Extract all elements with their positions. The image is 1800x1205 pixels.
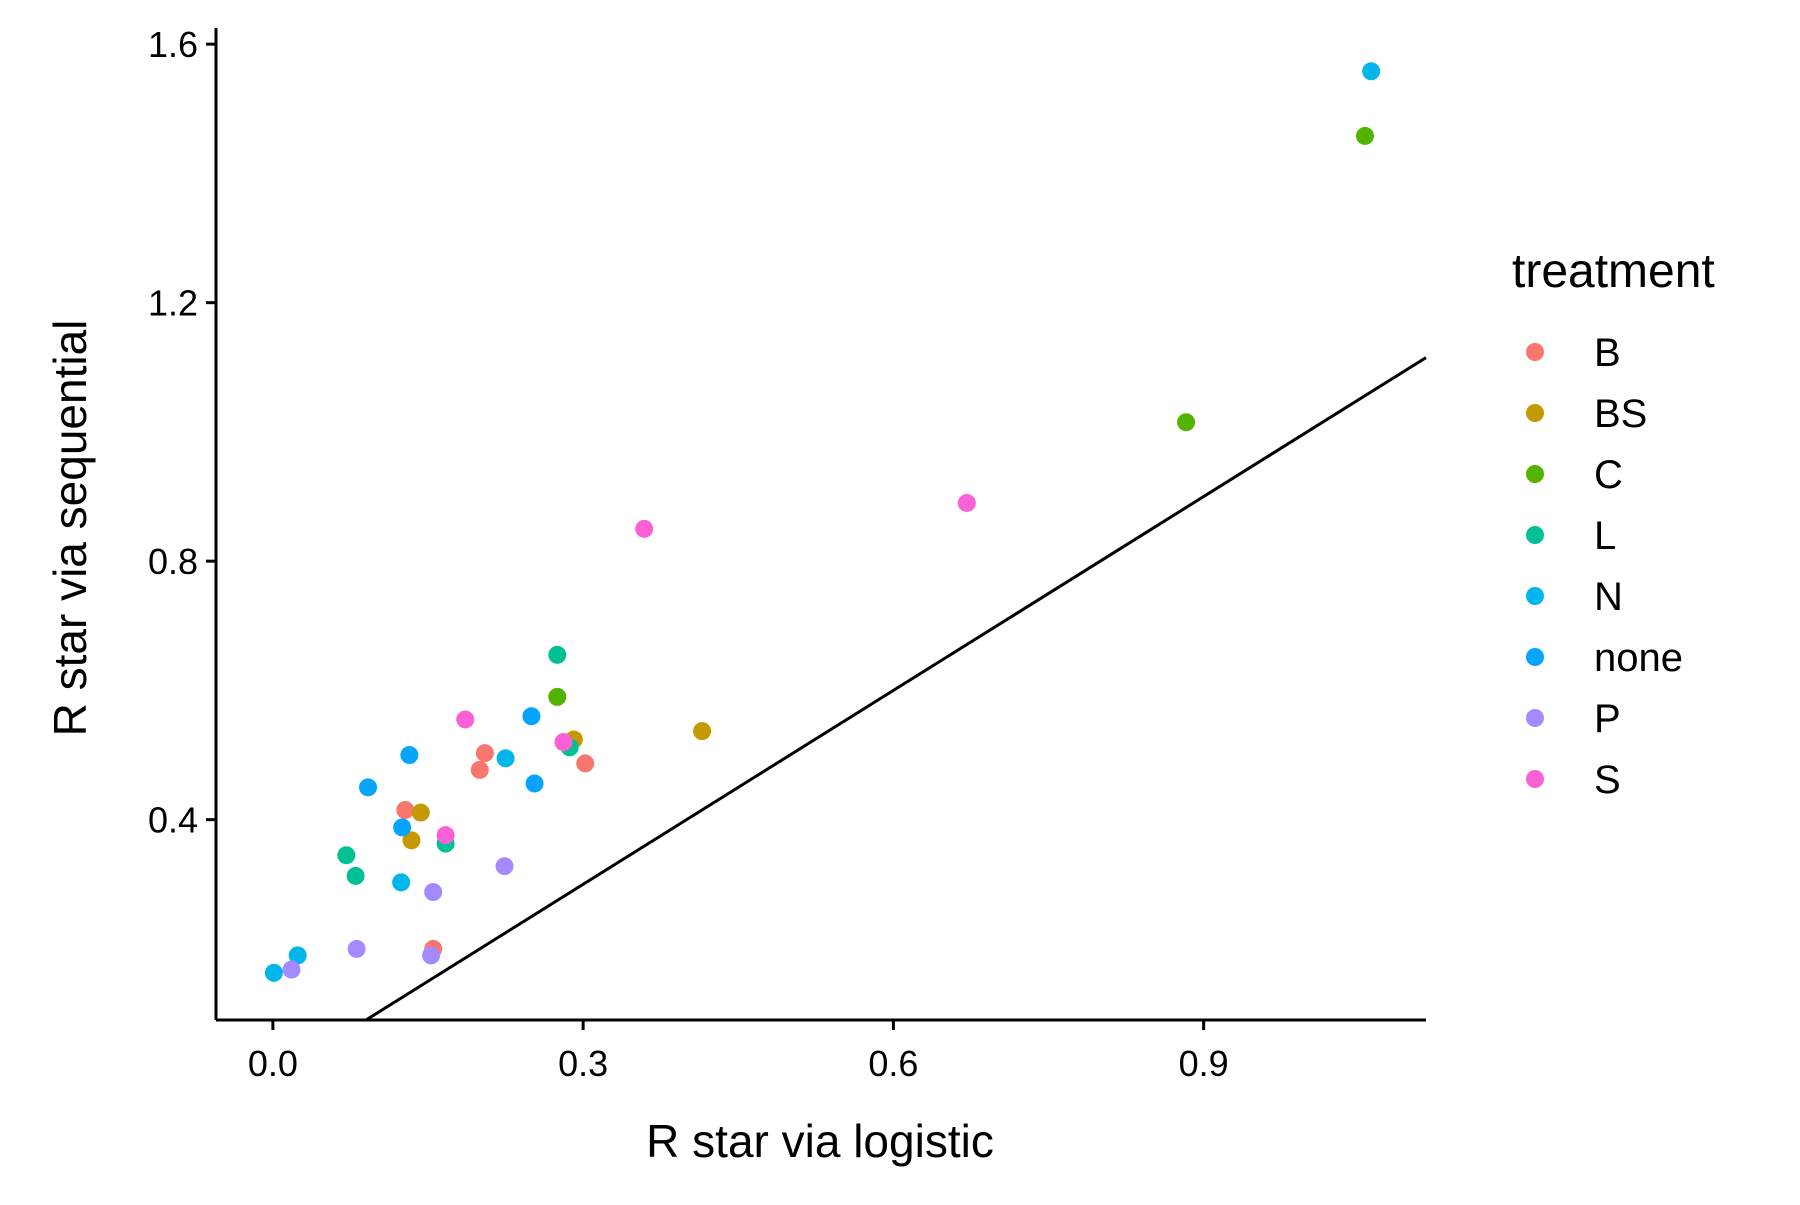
legend-label-N: N: [1594, 575, 1623, 619]
data-point-none: [400, 746, 419, 765]
data-point-S: [957, 493, 976, 512]
y-axis-ticks: 0.4 0.8 1.2 1.6: [148, 24, 216, 841]
data-point-B: [470, 760, 489, 779]
data-point-N: [288, 946, 307, 965]
data-point-none: [522, 707, 541, 726]
data-point-S: [554, 733, 573, 752]
data-point-none: [359, 778, 378, 797]
data-point-BS: [411, 803, 430, 822]
data-point-N: [496, 749, 515, 768]
data-point-N: [264, 963, 283, 982]
data-point-C: [1355, 126, 1374, 145]
identity-reference-line: [365, 356, 1427, 1022]
data-point-L: [337, 846, 356, 865]
data-point-L: [346, 866, 365, 885]
y-tick-label: 0.8: [148, 541, 198, 582]
x-tick-label: 0.6: [868, 1043, 918, 1084]
legend-label-P: P: [1594, 697, 1621, 741]
legend-label-none: none: [1594, 636, 1683, 680]
data-point-P: [282, 960, 301, 979]
data-point-S: [635, 519, 654, 538]
y-tick-label: 1.2: [148, 283, 198, 324]
data-point-N: [1362, 62, 1381, 81]
data-point-N: [392, 873, 411, 892]
x-axis-title: R star via logistic: [646, 1115, 994, 1167]
legend-label-S: S: [1594, 758, 1621, 802]
x-tick-label: 0.3: [558, 1043, 608, 1084]
data-point-BS: [693, 722, 712, 741]
legend-key-S: [1526, 770, 1544, 788]
data-point-S: [456, 710, 475, 729]
y-axis-title: R star via sequential: [44, 320, 96, 737]
legend-key-P: [1526, 709, 1544, 727]
data-point-L: [548, 645, 567, 664]
data-point-P: [347, 939, 366, 958]
data-point-none: [393, 818, 412, 837]
legend-key-L: [1526, 526, 1544, 544]
data-point-P: [495, 857, 514, 876]
data-point-C: [548, 687, 567, 706]
data-point-none: [525, 774, 544, 793]
legend-label-L: L: [1594, 514, 1616, 558]
data-point-B: [396, 800, 415, 819]
x-tick-label: 0.9: [1179, 1043, 1229, 1084]
legend-label-B: B: [1594, 331, 1621, 375]
x-tick-label: 0.0: [248, 1043, 298, 1084]
legend-title: treatment: [1512, 245, 1715, 298]
data-point-P: [424, 883, 443, 902]
y-tick-label: 0.4: [148, 800, 198, 841]
axes-layer: [214, 28, 1426, 1022]
legend-key-none: [1526, 648, 1544, 666]
legend-key-B: [1526, 343, 1544, 361]
legend-key-BS: [1526, 404, 1544, 422]
data-point-BS: [402, 831, 421, 850]
legend-key-N: [1526, 587, 1544, 605]
legend-label-BS: BS: [1594, 392, 1647, 436]
legend-label-C: C: [1594, 453, 1623, 497]
data-point-P: [422, 946, 441, 965]
data-point-C: [1177, 413, 1196, 432]
y-tick-label: 1.6: [148, 24, 198, 65]
data-point-B: [576, 754, 595, 773]
x-axis-ticks: 0.0 0.3 0.6 0.9: [248, 1020, 1229, 1084]
data-point-B: [475, 744, 494, 763]
data-points-layer: [264, 62, 1381, 982]
legend-key-C: [1526, 465, 1544, 483]
reference-line-layer: [365, 356, 1427, 1022]
data-point-S: [436, 826, 455, 845]
